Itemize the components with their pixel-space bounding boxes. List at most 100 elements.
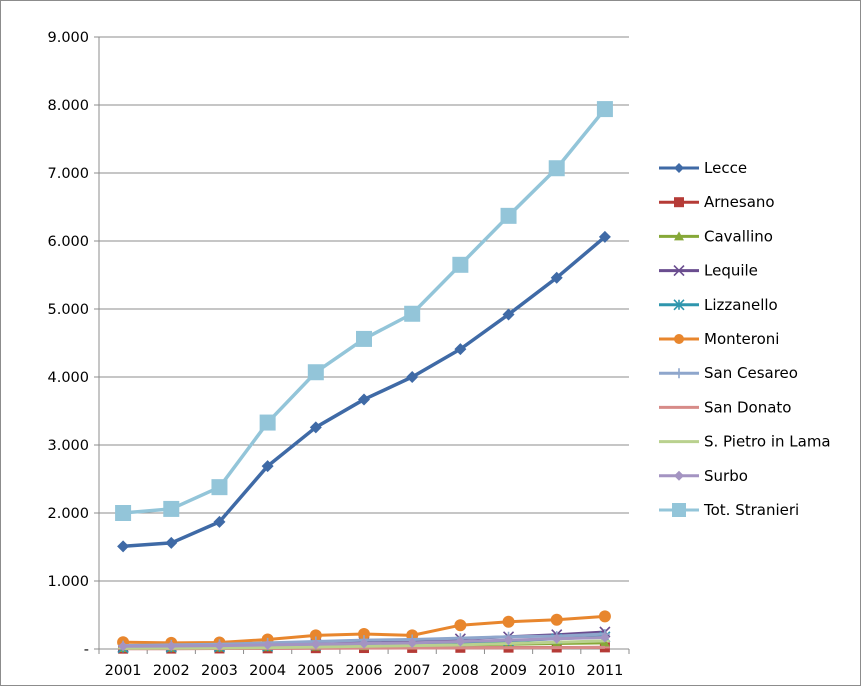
x-tick-label: 2002 [153, 663, 190, 679]
y-tick-label: 7.000 [47, 166, 89, 182]
y-tick-label: 9.000 [47, 30, 89, 46]
data-point [359, 638, 369, 649]
data-point [358, 393, 370, 406]
x-tick-label: 2010 [538, 663, 575, 679]
x-tick-label: 2009 [490, 663, 527, 679]
legend-item: Arnesano [659, 193, 775, 211]
legend-item: Tot. Stranieri [659, 501, 799, 519]
legend-item: Surbo [659, 467, 748, 485]
legend-item: San Donato [659, 398, 791, 416]
legend-item: Lequile [659, 262, 758, 280]
data-point [550, 613, 563, 626]
x-tick-label: 2011 [586, 663, 623, 679]
data-point [213, 515, 226, 528]
legend-marker [674, 368, 684, 379]
legend-label: Surbo [704, 467, 748, 485]
y-tick-label: 1.000 [47, 574, 89, 590]
data-point [117, 540, 130, 553]
legend-label: Tot. Stranieri [703, 501, 799, 519]
legend: Lecce Arnesano Cavallino Lequile Lizzanello M… [659, 159, 831, 519]
data-point [165, 536, 178, 549]
data-point [118, 641, 129, 652]
data-point [503, 635, 514, 646]
legend-marker [674, 470, 684, 481]
y-tick-label: - [84, 642, 89, 658]
data-point [356, 330, 372, 347]
legend-item: Lizzanello [659, 296, 778, 314]
y-tick-label: 5.000 [47, 302, 89, 318]
data-point [309, 421, 322, 434]
data-point [309, 629, 322, 642]
legend-marker [673, 299, 685, 311]
data-point [261, 460, 274, 473]
data-point [452, 256, 469, 273]
data-point [211, 479, 228, 496]
data-point [214, 640, 225, 651]
legend-item: San Cesareo [659, 364, 798, 382]
series-surbo [118, 632, 610, 652]
legend-marker [674, 163, 684, 173]
data-point [502, 308, 515, 321]
data-point [454, 619, 467, 632]
legend-label: Cavallino [704, 227, 773, 245]
data-point [404, 305, 421, 322]
gridlines [99, 36, 629, 582]
data-point [502, 615, 515, 628]
legend-marker [674, 197, 684, 208]
y-tick-label: 2.000 [47, 506, 89, 522]
x-tick-label: 2008 [442, 663, 479, 679]
data-point [358, 628, 370, 641]
y-tick-label: 6.000 [47, 234, 89, 250]
series-line [122, 107, 607, 515]
data-point [310, 639, 321, 650]
series-lecce [117, 230, 611, 553]
x-tick-label: 2005 [297, 663, 334, 679]
data-point [406, 371, 419, 383]
x-tick-label: 2004 [249, 663, 286, 679]
data-point [259, 414, 276, 431]
data-point [115, 505, 132, 521]
data-point [548, 160, 565, 177]
y-tick-label: 4.000 [47, 370, 89, 386]
legend-marker [674, 231, 684, 241]
data-point [551, 633, 562, 644]
data-point [163, 500, 180, 517]
data-point [166, 640, 177, 651]
data-point [599, 632, 610, 643]
x-tick-label: 2007 [394, 663, 431, 679]
y-tick-label: 8.000 [47, 98, 89, 114]
y-tick-label: 3.000 [47, 438, 89, 454]
legend-label: Arnesano [704, 193, 775, 211]
legend-item: S. Pietro in Lama [659, 433, 831, 451]
legend-label: S. Pietro in Lama [704, 433, 831, 451]
data-point [550, 271, 563, 284]
legend-label: San Donato [704, 398, 791, 416]
data-point [307, 364, 324, 381]
data-point [596, 101, 613, 118]
legend-label: Lizzanello [704, 296, 778, 314]
y-axis-ticks: - 1.000 2.000 3.000 4.000 5.000 6.000 7.000 8.00… [47, 30, 99, 658]
x-tick-label: 2001 [105, 663, 142, 679]
data-point [407, 637, 418, 648]
legend-item: Lecce [659, 159, 747, 177]
legend-marker [674, 334, 684, 344]
legend-label: San Cesareo [704, 364, 798, 382]
legend-marker [672, 503, 686, 517]
legend-label: Monteroni [704, 330, 779, 348]
data-point [500, 207, 517, 224]
series-tot-stranieri [115, 101, 613, 521]
series-lines [115, 101, 613, 654]
legend-label: Lecce [704, 159, 747, 177]
x-tick-label: 2003 [201, 663, 238, 679]
data-point [598, 230, 611, 243]
x-tick-label: 2006 [346, 663, 383, 679]
data-point [598, 610, 611, 623]
legend-item: Monteroni [659, 330, 779, 348]
data-point [262, 639, 273, 650]
legend-label: Lequile [704, 262, 758, 280]
legend-marker [673, 265, 685, 277]
data-point [454, 343, 467, 356]
x-axis-ticks: 2001 2002 2003 2004 2005 2006 2007 2008 2009 2010… [98, 649, 630, 679]
